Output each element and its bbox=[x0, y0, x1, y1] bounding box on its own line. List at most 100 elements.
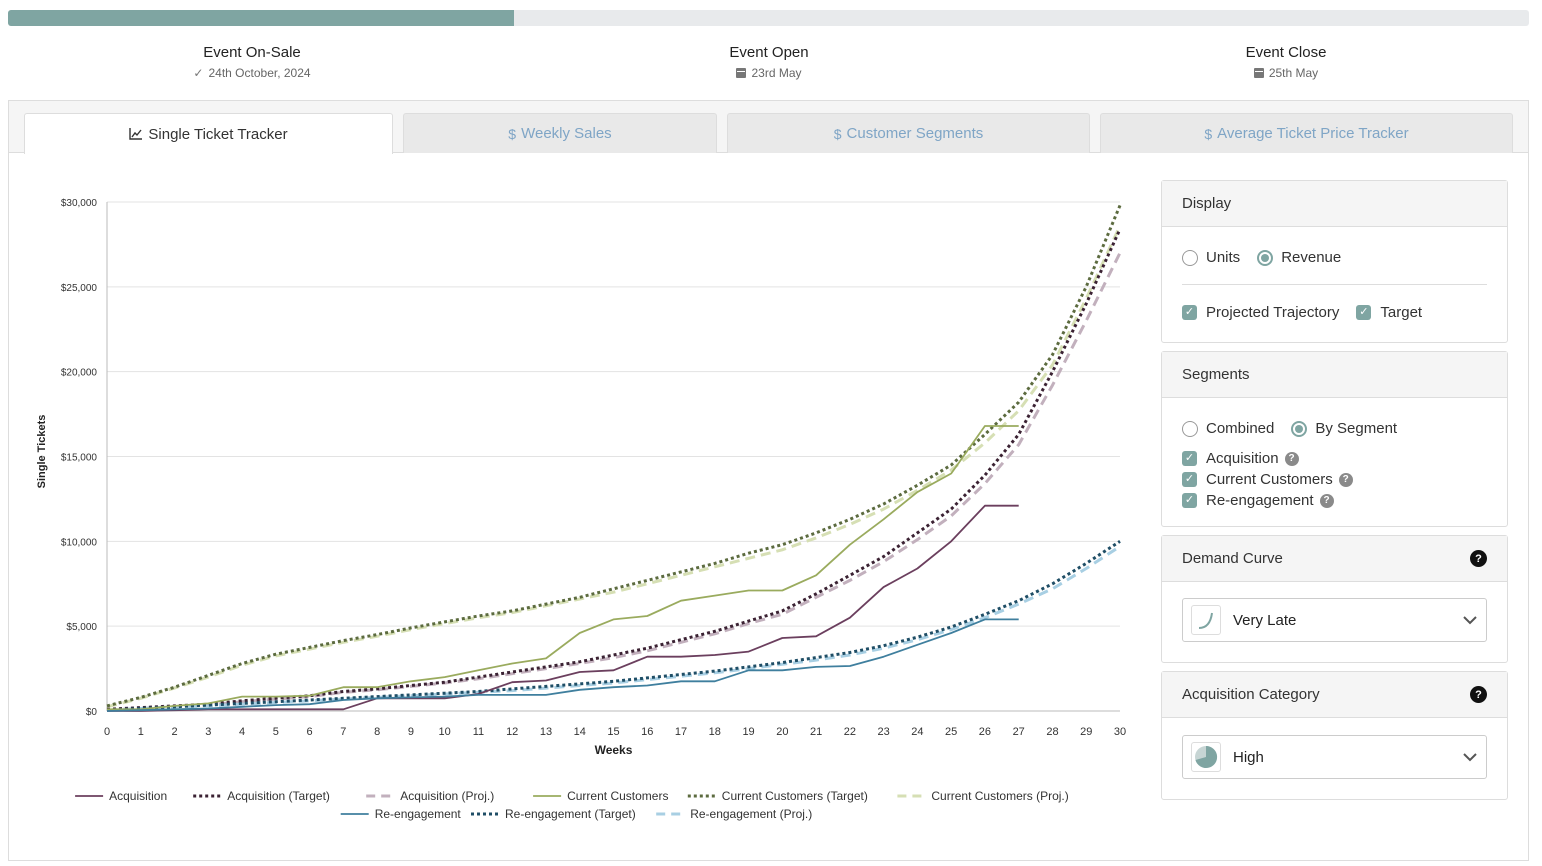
help-icon[interactable]: ? bbox=[1284, 451, 1299, 466]
series-line-acquisition-proj bbox=[106, 252, 1122, 712]
by-segment-label: By Segment bbox=[1315, 420, 1398, 437]
acquisition-category-card: Acquisition Category ? High bbox=[1161, 671, 1508, 800]
legend-label: Re-engagement (Proj.) bbox=[690, 807, 812, 821]
x-axis-label: Weeks bbox=[595, 743, 633, 757]
x-tick-label: 9 bbox=[408, 726, 414, 738]
revenue-label: Revenue bbox=[1281, 249, 1342, 266]
curve-icon bbox=[1191, 605, 1221, 635]
x-tick-label: 29 bbox=[1080, 726, 1092, 738]
acquisition-checkbox[interactable]: ✓ bbox=[1182, 451, 1197, 466]
segment-item-acquisition: ✓ Acquisition ? bbox=[1182, 450, 1299, 467]
legend-label: Acquisition (Proj.) bbox=[400, 789, 494, 803]
segment-label: Acquisition bbox=[1206, 450, 1279, 467]
help-icon[interactable]: ? bbox=[1319, 493, 1334, 508]
milestone-on-sale: Event On-Sale ✓ 24th October, 2024 bbox=[122, 44, 382, 80]
x-tick-label: 2 bbox=[171, 726, 177, 738]
y-tick-label: $30,000 bbox=[61, 198, 98, 209]
target-label: Target bbox=[1380, 304, 1423, 321]
milestone-title: Event Open bbox=[729, 44, 809, 61]
x-tick-label: 25 bbox=[945, 726, 957, 738]
legend-label: Acquisition bbox=[109, 789, 167, 803]
legend-label: Re-engagement bbox=[375, 807, 462, 821]
y-tick-label: $15,000 bbox=[61, 453, 98, 464]
x-tick-label: 21 bbox=[810, 726, 822, 738]
pie-icon bbox=[1191, 742, 1221, 772]
units-label: Units bbox=[1206, 249, 1241, 266]
line-chart-icon bbox=[129, 128, 143, 140]
single-ticket-chart: $0 $5,000 $10,000 $15,000 $20,000 $25,000 $30,… bbox=[36, 198, 1126, 821]
series-line-acquisition bbox=[107, 504, 1019, 712]
milestone-date: 25th May bbox=[1268, 66, 1319, 80]
by-segment-radio[interactable] bbox=[1291, 420, 1308, 437]
x-tick-label: 14 bbox=[574, 726, 586, 738]
tab-label: Customer Segments bbox=[846, 125, 984, 142]
re-engagement-checkbox[interactable]: ✓ bbox=[1182, 493, 1197, 508]
y-tick-label: $5,000 bbox=[66, 622, 97, 633]
dollar-icon: $ bbox=[1204, 125, 1213, 142]
y-axis-label: Single Tickets bbox=[36, 415, 48, 489]
x-tick-label: 19 bbox=[742, 726, 754, 738]
help-icon[interactable]: ? bbox=[1470, 550, 1487, 567]
tab-average-ticket-price-tracker[interactable]: $ Average Ticket Price Tracker bbox=[1100, 113, 1513, 153]
tab-weekly-sales[interactable]: $ Weekly Sales bbox=[403, 113, 717, 153]
revenue-radio[interactable] bbox=[1257, 249, 1274, 266]
help-icon[interactable]: ? bbox=[1338, 472, 1353, 487]
milestone-date: 23rd May bbox=[751, 66, 802, 80]
current-customers-checkbox[interactable]: ✓ bbox=[1182, 472, 1197, 487]
tab-label: Single Ticket Tracker bbox=[148, 125, 288, 143]
segment-label: Current Customers bbox=[1206, 471, 1333, 488]
calendar-icon bbox=[736, 68, 747, 78]
x-tick-label: 26 bbox=[979, 726, 991, 738]
series-line-acquisition-target bbox=[106, 228, 1122, 711]
demand-curve-title: Demand Curve bbox=[1182, 550, 1283, 567]
series-line-re-engagement-proj bbox=[106, 545, 1121, 712]
x-tick-label: 8 bbox=[374, 726, 380, 738]
combined-label: Combined bbox=[1206, 420, 1275, 437]
tracker-panel: Single Ticket Tracker $ Weekly Sales $ C… bbox=[8, 100, 1529, 861]
projected-trajectory-checkbox[interactable]: ✓ bbox=[1182, 305, 1197, 320]
event-progress-fill bbox=[8, 10, 515, 26]
legend-label: Current Customers (Proj.) bbox=[931, 789, 1068, 803]
x-tick-label: 7 bbox=[340, 726, 346, 738]
y-tick-label: $20,000 bbox=[61, 368, 98, 379]
help-icon[interactable]: ? bbox=[1470, 686, 1487, 703]
x-tick-label: 16 bbox=[641, 726, 653, 738]
x-tick-label: 10 bbox=[439, 726, 451, 738]
x-tick-label: 15 bbox=[607, 726, 619, 738]
x-tick-label: 11 bbox=[473, 726, 484, 738]
target-checkbox[interactable]: ✓ bbox=[1356, 305, 1372, 320]
event-progress-bar bbox=[8, 10, 1529, 26]
x-tick-label: 17 bbox=[675, 726, 687, 738]
x-tick-label: 22 bbox=[844, 726, 856, 738]
chevron-down-icon bbox=[1462, 611, 1478, 633]
x-tick-label: 3 bbox=[205, 726, 211, 738]
tab-single-ticket-tracker[interactable]: Single Ticket Tracker bbox=[24, 113, 393, 154]
x-tick-label: 12 bbox=[506, 726, 518, 738]
y-tick-label: $10,000 bbox=[61, 537, 98, 548]
projected-trajectory-label: Projected Trajectory bbox=[1206, 304, 1340, 321]
legend-label: Current Customers (Target) bbox=[722, 789, 868, 803]
units-radio[interactable] bbox=[1182, 249, 1198, 266]
series-line-re-engagement bbox=[106, 618, 1019, 712]
display-title: Display bbox=[1182, 195, 1232, 212]
x-tick-label: 6 bbox=[307, 726, 313, 738]
x-tick-label: 0 bbox=[104, 726, 110, 738]
x-tick-label: 27 bbox=[1013, 726, 1025, 738]
x-tick-label: 20 bbox=[776, 726, 788, 738]
tab-customer-segments[interactable]: $ Customer Segments bbox=[727, 113, 1090, 153]
x-tick-label: 23 bbox=[878, 726, 890, 738]
x-tick-label: 5 bbox=[273, 726, 279, 738]
x-tick-label: 30 bbox=[1114, 726, 1126, 738]
acquisition-category-select[interactable]: High bbox=[1182, 735, 1487, 779]
segment-item-current-customers: ✓ Current Customers ? bbox=[1182, 471, 1353, 488]
y-tick-label: $25,000 bbox=[61, 283, 98, 294]
demand-curve-value: Very Late bbox=[1233, 611, 1297, 629]
demand-curve-select[interactable]: Very Late bbox=[1182, 598, 1487, 642]
divider bbox=[1182, 284, 1487, 285]
display-card: Display Units Revenue ✓ Projected Trajec… bbox=[1161, 180, 1508, 343]
demand-curve-card: Demand Curve ? Very Late bbox=[1161, 535, 1508, 663]
series-line-current-customers-proj bbox=[106, 225, 1122, 709]
calendar-icon bbox=[1253, 68, 1264, 78]
x-tick-label: 24 bbox=[911, 726, 923, 738]
combined-radio[interactable] bbox=[1182, 420, 1198, 437]
